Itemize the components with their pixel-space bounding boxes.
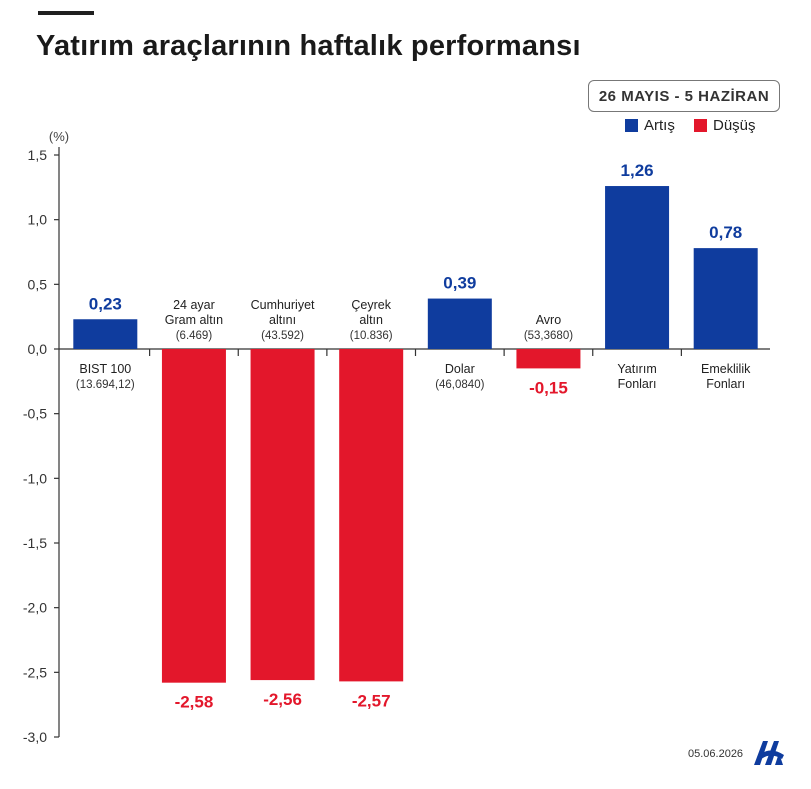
y-tick-label: -2,5 — [23, 664, 47, 680]
y-tick-label: -2,0 — [23, 600, 47, 616]
category-label: Fonları — [706, 377, 745, 391]
category-sub-label: (13.694,12) — [76, 379, 135, 391]
category-label: Emeklilik — [701, 362, 751, 376]
legend-swatch-down — [694, 119, 707, 132]
bar — [250, 349, 315, 681]
legend-swatch-up — [625, 119, 638, 132]
bar-value-label: -2,57 — [352, 691, 391, 710]
bar — [73, 319, 138, 349]
category-label: altını — [269, 313, 296, 327]
y-tick-label: -1,0 — [23, 470, 47, 486]
bar-value-label: 0,78 — [709, 223, 742, 242]
category-label: BIST 100 — [79, 362, 131, 376]
bar — [693, 248, 758, 349]
chart-title: Yatırım araçlarının haftalık performansı — [36, 30, 581, 62]
category-label: 24 ayar — [173, 298, 215, 312]
bar-value-label: 1,26 — [621, 161, 654, 180]
bar-value-label: -0,15 — [529, 378, 568, 397]
top-accent-bar — [38, 11, 94, 15]
legend-label-down: Düşüş — [713, 117, 756, 134]
bar-value-label: 0,23 — [89, 294, 122, 313]
bar-value-label: -2,56 — [263, 690, 302, 709]
bar — [516, 349, 581, 369]
aa-logo-icon — [752, 737, 786, 772]
category-label: Avro — [536, 313, 562, 327]
footer-date: 05.06.2026 — [688, 748, 744, 760]
date-range-badge: 26 MAYIS - 5 HAZİRAN — [588, 80, 780, 112]
category-label: Çeyrek — [351, 298, 391, 312]
category-label: Dolar — [445, 362, 475, 376]
bar — [339, 349, 404, 682]
bar — [161, 349, 226, 683]
category-sub-label: (6.469) — [176, 330, 213, 342]
category-label: Cumhuriyet — [251, 298, 315, 312]
bar-value-label: 0,39 — [443, 274, 476, 293]
y-tick-label: -3,0 — [23, 729, 47, 745]
category-sub-label: (43.592) — [261, 330, 304, 342]
legend-item-up: Artış — [625, 117, 675, 134]
category-sub-label: (53,3680) — [524, 330, 573, 342]
category-label: altın — [359, 313, 383, 327]
legend-label-up: Artış — [644, 117, 675, 134]
bar — [605, 186, 670, 349]
y-tick-label: -0,5 — [23, 406, 47, 422]
y-tick-label: -1,5 — [23, 535, 47, 551]
y-tick-label: 1,0 — [28, 212, 48, 228]
y-tick-label: 1,5 — [28, 147, 48, 163]
category-label: Fonları — [618, 377, 657, 391]
bar-value-label: -2,58 — [175, 693, 214, 712]
category-sub-label: (10.836) — [350, 330, 393, 342]
category-label: Gram altın — [165, 313, 223, 327]
legend-item-down: Düşüş — [694, 117, 756, 134]
y-tick-label: 0,5 — [28, 276, 48, 292]
y-axis-unit-label: (%) — [49, 129, 69, 144]
category-sub-label: (46,0840) — [435, 379, 484, 391]
y-tick-label: 0,0 — [28, 341, 48, 357]
bar — [427, 298, 492, 349]
category-label: Yatırım — [617, 362, 656, 376]
